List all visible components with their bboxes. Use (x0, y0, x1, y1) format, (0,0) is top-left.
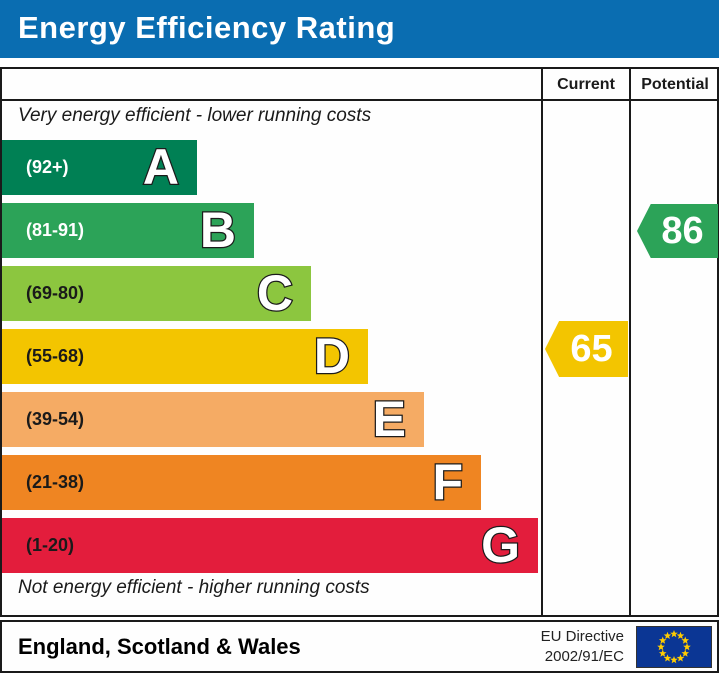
band-b-letter: B (199, 201, 238, 259)
band-f-letter: F (431, 453, 464, 511)
band-d-letter: D (313, 327, 352, 385)
band-e: (39-54) E (2, 390, 424, 448)
potential-rating-value: 86 (661, 209, 704, 252)
header-divider (2, 99, 717, 101)
region-label: England, Scotland & Wales (18, 633, 301, 659)
eu-directive-line2: 2002/91/EC (544, 647, 624, 665)
footer-bar: England, Scotland & Wales EU Directive 2… (0, 620, 719, 673)
eu-flag-icon (636, 625, 712, 668)
eu-directive-line1: EU Directive (540, 628, 624, 645)
current-rating-value: 65 (570, 327, 613, 370)
band-b: (81-91) B (2, 201, 254, 259)
column-divider-current (541, 69, 543, 615)
band-d-range: (55-68) (26, 346, 85, 366)
rating-table: Current Potential Very energy efficient … (0, 67, 719, 617)
title-bar: Energy Efficiency Rating (0, 0, 719, 58)
band-e-letter: E (371, 390, 407, 448)
band-c-letter: C (256, 264, 295, 322)
column-divider-potential (629, 69, 631, 615)
top-note: Very energy efficient - lower running co… (18, 105, 372, 126)
current-rating-arrow: 65 (545, 321, 628, 377)
band-c: (69-80) C (2, 264, 311, 322)
band-f-range: (21-38) (26, 472, 85, 492)
band-a: (92+) A (2, 138, 197, 196)
bottom-note: Not energy efficient - higher running co… (18, 577, 370, 598)
potential-column-header: Potential (641, 76, 709, 93)
page-title: Energy Efficiency Rating (18, 10, 396, 45)
band-g-range: (1-20) (26, 535, 75, 555)
band-a-letter: A (142, 138, 181, 196)
band-g: (1-20) G (2, 516, 538, 574)
band-g-letter: G (480, 516, 521, 574)
band-b-range: (81-91) (26, 220, 85, 240)
current-column-header: Current (557, 76, 615, 93)
band-e-range: (39-54) (26, 409, 85, 429)
band-a-range: (92+) (26, 157, 69, 177)
band-f: (21-38) F (2, 453, 481, 511)
eu-directive-label: EU Directive 2002/91/EC (541, 627, 624, 666)
band-c-range: (69-80) (26, 283, 85, 303)
potential-rating-arrow: 86 (637, 204, 718, 258)
band-d: (55-68) D (2, 327, 368, 385)
